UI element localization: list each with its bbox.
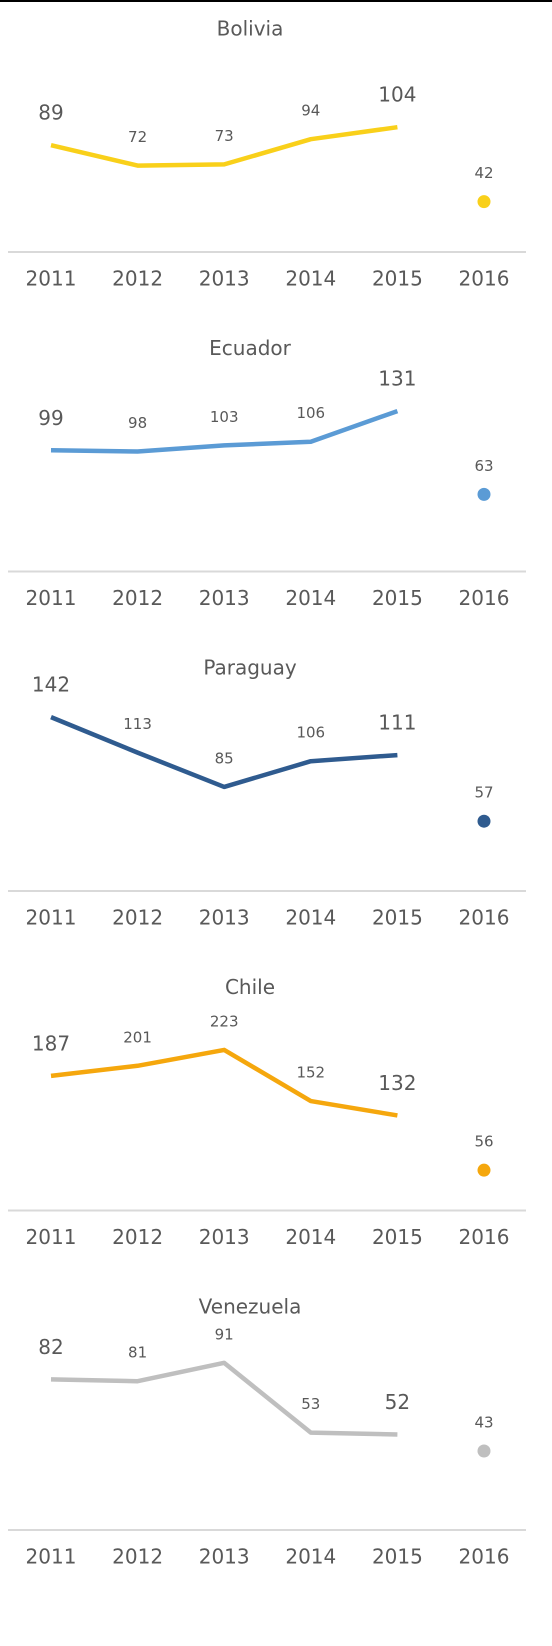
data-label: 104 bbox=[378, 83, 416, 107]
data-label: 72 bbox=[128, 128, 147, 146]
data-label: 53 bbox=[301, 1395, 320, 1413]
data-label: 201 bbox=[123, 1028, 152, 1046]
data-label: 85 bbox=[215, 749, 234, 767]
x-tick-label: 2016 bbox=[459, 1225, 510, 1249]
x-tick-label: 2011 bbox=[26, 267, 77, 291]
data-label: 132 bbox=[378, 1071, 416, 1095]
data-label: 111 bbox=[378, 711, 416, 735]
x-tick-label: 2015 bbox=[372, 267, 423, 291]
x-tick-label: 2014 bbox=[285, 906, 336, 930]
x-tick-label: 2011 bbox=[26, 1545, 77, 1569]
data-label: 56 bbox=[474, 1133, 493, 1151]
x-tick-label: 2012 bbox=[112, 586, 163, 610]
dot bbox=[477, 195, 491, 209]
x-tick-label: 2013 bbox=[199, 1545, 250, 1569]
x-tick-label: 2014 bbox=[285, 586, 336, 610]
data-label: 63 bbox=[474, 457, 493, 475]
line bbox=[50, 715, 398, 790]
chart-title: Bolivia bbox=[217, 17, 284, 41]
x-tick-label: 2016 bbox=[459, 1545, 510, 1569]
data-label: 94 bbox=[301, 102, 320, 120]
data-label: 223 bbox=[210, 1012, 239, 1030]
x-tick-label: 2011 bbox=[26, 586, 77, 610]
x-tick-label: 2012 bbox=[112, 906, 163, 930]
x-tick-label: 2013 bbox=[199, 586, 250, 610]
x-tick-label: 2011 bbox=[26, 1225, 77, 1249]
data-label: 91 bbox=[215, 1325, 234, 1343]
x-tick-label: 2012 bbox=[112, 1225, 163, 1249]
data-label: 106 bbox=[296, 404, 325, 422]
data-label: 82 bbox=[38, 1335, 63, 1359]
x-tick-label: 2013 bbox=[199, 906, 250, 930]
x-tick-label: 2015 bbox=[372, 586, 423, 610]
dot bbox=[477, 1163, 491, 1177]
data-label: 89 bbox=[38, 101, 63, 125]
data-label: 57 bbox=[474, 784, 493, 802]
data-label: 113 bbox=[123, 715, 152, 733]
data-label: 52 bbox=[385, 1390, 410, 1414]
x-tick-label: 2014 bbox=[285, 1225, 336, 1249]
x-tick-label: 2015 bbox=[372, 906, 423, 930]
x-tick-label: 2012 bbox=[112, 1545, 163, 1569]
x-tick-label: 2012 bbox=[112, 267, 163, 291]
data-label: 103 bbox=[210, 408, 239, 426]
x-tick-label: 2015 bbox=[372, 1225, 423, 1249]
data-label: 106 bbox=[296, 724, 325, 742]
data-label: 142 bbox=[32, 673, 70, 697]
x-tick-label: 2016 bbox=[459, 586, 510, 610]
x-tick-label: 2013 bbox=[199, 267, 250, 291]
data-label: 98 bbox=[128, 414, 147, 432]
line bbox=[50, 124, 398, 168]
line bbox=[50, 408, 399, 454]
x-tick-label: 2013 bbox=[199, 1225, 250, 1249]
data-label: 43 bbox=[474, 1414, 493, 1432]
dot bbox=[477, 487, 491, 501]
data-label: 81 bbox=[128, 1344, 147, 1362]
data-label: 131 bbox=[378, 367, 416, 391]
dot bbox=[477, 814, 491, 828]
x-tick-label: 2015 bbox=[372, 1545, 423, 1569]
x-tick-label: 2016 bbox=[459, 906, 510, 930]
chart-title: Paraguay bbox=[203, 656, 297, 680]
line bbox=[50, 1047, 398, 1118]
data-label: 187 bbox=[32, 1031, 70, 1055]
x-tick-label: 2014 bbox=[285, 267, 336, 291]
line bbox=[50, 1360, 398, 1437]
x-tick-label: 2011 bbox=[26, 906, 77, 930]
x-tick-label: 2016 bbox=[459, 267, 510, 291]
x-tick-label: 2014 bbox=[285, 1545, 336, 1569]
data-label: 152 bbox=[296, 1064, 325, 1082]
dot bbox=[477, 1444, 491, 1458]
data-label: 73 bbox=[215, 127, 234, 145]
chart-title: Venezuela bbox=[199, 1295, 302, 1319]
data-label: 42 bbox=[474, 164, 493, 182]
chart-title: Chile bbox=[225, 975, 275, 999]
chart-title: Ecuador bbox=[209, 336, 291, 360]
data-label: 99 bbox=[38, 406, 63, 430]
